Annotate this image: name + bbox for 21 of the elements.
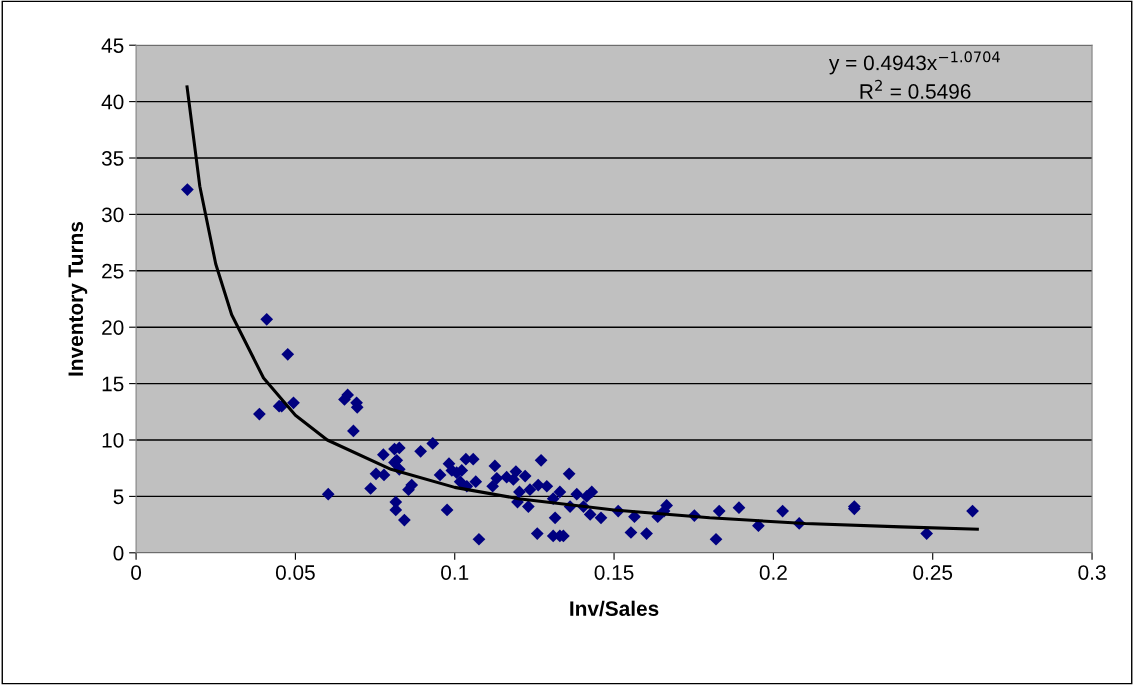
x-tick-label: 0.05 bbox=[275, 565, 315, 580]
x-axis-title: Inv/Sales bbox=[570, 600, 659, 617]
annotation: R$^{2}$ = 0.5496 bbox=[860, 79, 971, 99]
x-tick-label: 0.15 bbox=[594, 565, 634, 580]
y-tick-label: 40 bbox=[101, 94, 124, 110]
x-tick-label: 0.2 bbox=[759, 565, 787, 580]
y-tick-label: 0 bbox=[113, 545, 124, 561]
x-tick-label: 0.25 bbox=[913, 565, 953, 580]
y-tick-label: 35 bbox=[101, 151, 124, 166]
y-tick-label: 45 bbox=[101, 38, 124, 53]
x-tick-label: 0.1 bbox=[441, 565, 469, 580]
y-tick-label: 5 bbox=[113, 489, 124, 505]
annotation: y = 0.4943x$^{−1.0704}$ bbox=[828, 51, 1000, 75]
y-tick-label: 20 bbox=[102, 320, 124, 335]
y-tick-label: 30 bbox=[101, 207, 124, 223]
x-tick-label: 0.3 bbox=[1078, 565, 1106, 580]
y-tick-label: 10 bbox=[102, 433, 124, 448]
y-axis-title: Inventory Turns bbox=[68, 221, 88, 376]
y-tick-label: 15 bbox=[102, 376, 124, 392]
y-tick-label: 25 bbox=[102, 263, 124, 279]
x-tick-label: 0 bbox=[131, 565, 142, 580]
